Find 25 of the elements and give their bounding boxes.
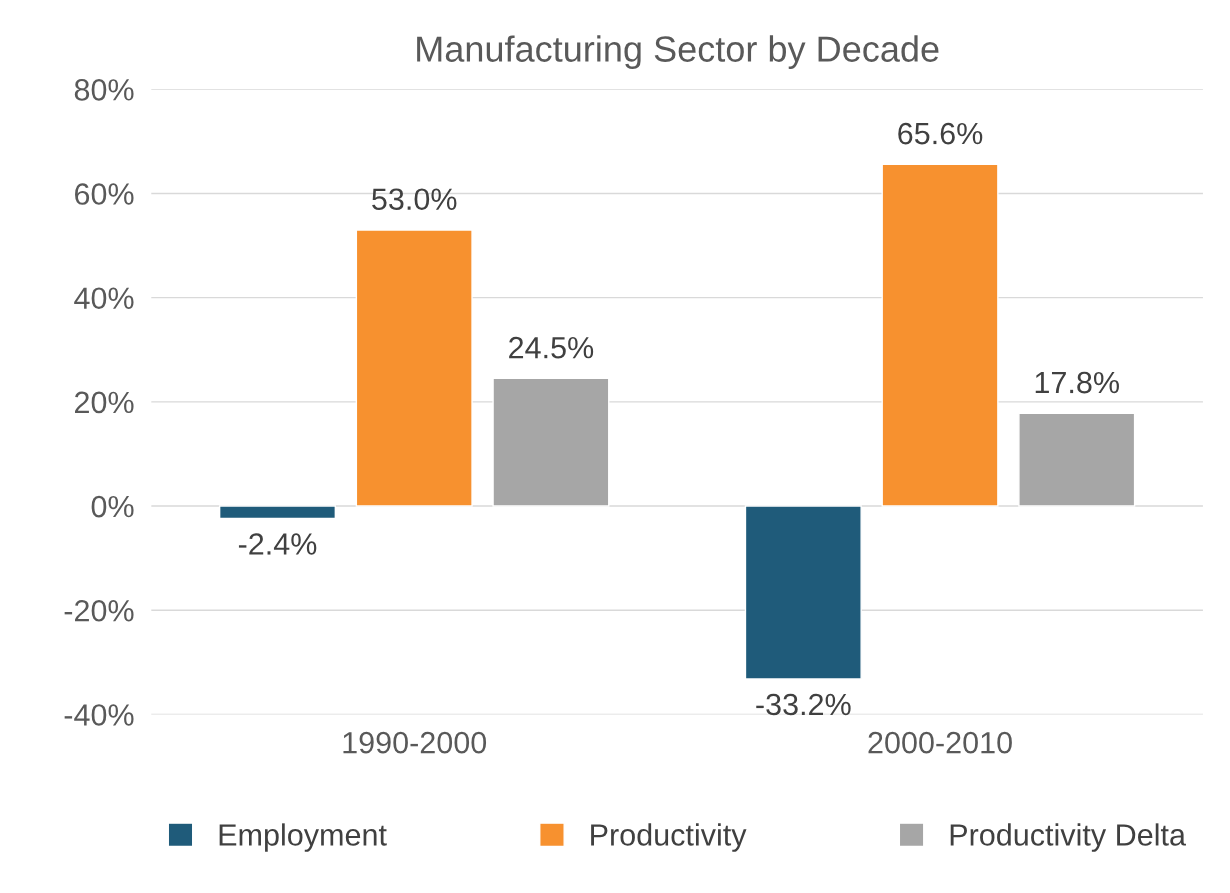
y-tick-label: 80% <box>74 79 134 101</box>
legend-label: Employment <box>219 823 387 852</box>
bar <box>881 163 999 507</box>
bar <box>492 377 610 507</box>
bar <box>355 229 473 507</box>
y-tick-label: -20% <box>64 599 134 622</box>
data-label: 53.0% <box>372 188 457 211</box>
y-tick-label: 40% <box>74 287 134 310</box>
bar <box>218 505 337 520</box>
bar <box>1018 412 1136 507</box>
data-label: 17.8% <box>1035 371 1119 394</box>
legend-label: Productivity <box>591 823 747 852</box>
y-tick-label: 60% <box>75 183 134 205</box>
data-label: -33.2% <box>756 693 851 716</box>
y-tick-label: 20% <box>75 391 134 414</box>
x-tick-label: 1990-2000 <box>343 731 487 754</box>
data-label: 65.6% <box>898 122 983 145</box>
x-tick-label: 2000-2010 <box>868 731 1012 754</box>
data-label: 24.5% <box>509 336 594 359</box>
y-tick-label: 0% <box>91 495 134 518</box>
legend-label: Productivity Delta <box>950 823 1186 852</box>
bar <box>744 505 862 680</box>
y-tick-label: -40% <box>64 704 134 726</box>
data-label: -2.4% <box>238 533 317 555</box>
chart-title: Manufacturing Sector by Decade <box>417 35 939 70</box>
